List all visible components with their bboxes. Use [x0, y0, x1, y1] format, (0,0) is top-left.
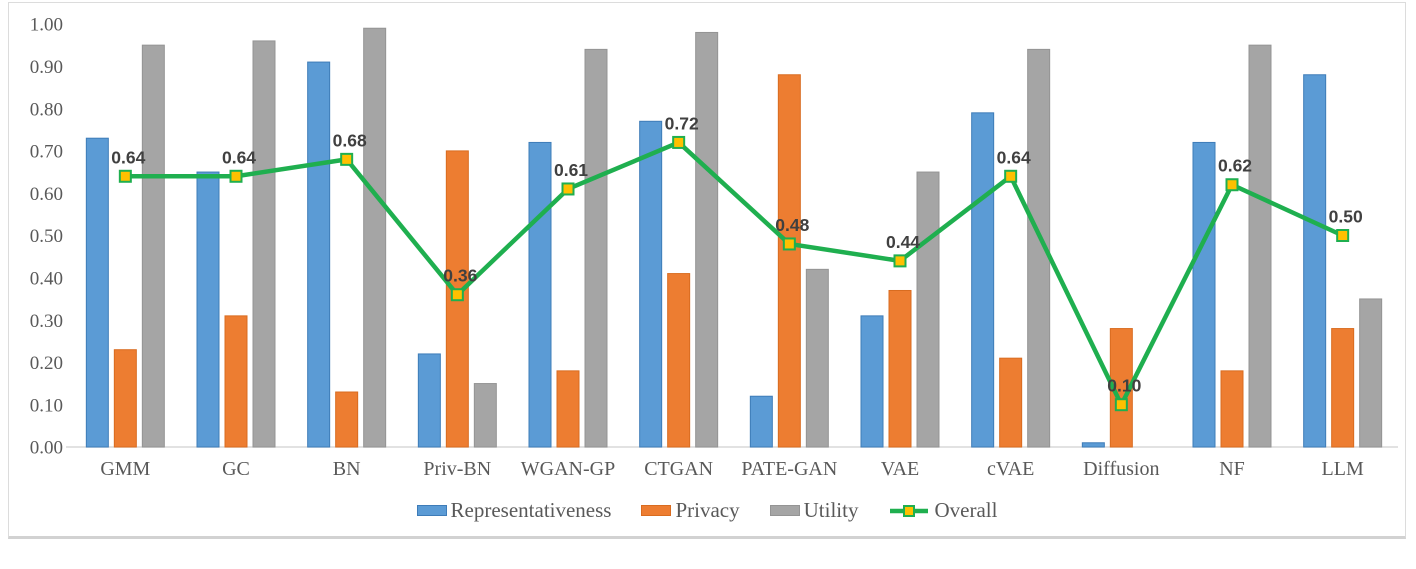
- overall-data-label-nf: 0.62: [1218, 156, 1252, 176]
- bar-utility-llm: [1359, 298, 1383, 448]
- bar-utility-priv-bn: [473, 383, 497, 448]
- bar-utility-pate-gan: [805, 268, 829, 448]
- overall-marker-llm: [1336, 229, 1350, 242]
- bar-utility-vae: [916, 171, 940, 448]
- bar-representativeness-cvae: [971, 112, 995, 448]
- legend-label-overall: Overall: [934, 498, 998, 522]
- overall-data-label-gc: 0.64: [222, 147, 256, 167]
- overall-data-label-gmm: 0.64: [111, 147, 145, 167]
- bar-privacy-nf: [1220, 370, 1244, 448]
- overall-marker-gc: [229, 169, 243, 183]
- bar-representativeness-gc: [196, 171, 220, 448]
- overall-data-label-pate-gan: 0.48: [775, 215, 809, 235]
- bar-privacy-llm: [1331, 328, 1355, 448]
- y-tick-label-0-20: 0.20: [30, 353, 63, 374]
- bar-line-chart: 1.00 0.90 0.80 0.70 0.60 0.50 0.40 0.30 0.20 0.10…: [30, 15, 1398, 480]
- bar-representativeness-llm: [1303, 74, 1327, 448]
- overall-data-label-diffusion: 0.10: [1107, 376, 1141, 396]
- bar-representativeness-wgan-gp: [528, 141, 552, 448]
- overall-marker-bn: [340, 152, 354, 166]
- x-category-label-diffusion: Diffusion: [1083, 458, 1159, 480]
- overall-data-label-wgan-gp: 0.61: [554, 160, 588, 180]
- bar-representativeness-pate-gan: [749, 395, 773, 448]
- x-category-label-wgan-gp: WGAN-GP: [521, 458, 615, 480]
- bar-representativeness-diffusion: [1081, 442, 1105, 448]
- bar-utility-gc: [252, 40, 276, 448]
- overall-marker-vae: [893, 254, 907, 268]
- y-tick-label-0-30: 0.30: [30, 311, 63, 332]
- overall-data-label-priv-bn: 0.36: [443, 266, 477, 286]
- bar-utility-cvae: [1027, 48, 1051, 448]
- bar-representativeness-bn: [307, 61, 331, 448]
- x-category-label-gmm: GMM: [100, 458, 150, 480]
- legend-item-utility: Utility: [769, 498, 859, 522]
- representativeness-swatch-icon: [416, 505, 447, 516]
- chart-legend: Representativeness Privacy Utility Overa…: [9, 500, 1405, 521]
- legend-label-representativeness: Representativeness: [450, 498, 612, 522]
- y-tick-label-0-90: 0.90: [30, 57, 63, 78]
- overall-data-label-cvae: 0.64: [997, 147, 1031, 167]
- x-category-label-pate-gan: PATE-GAN: [741, 458, 837, 480]
- bar-utility-wgan-gp: [584, 48, 608, 448]
- y-tick-label-0-80: 0.80: [30, 99, 63, 120]
- overall-marker-diffusion: [1114, 398, 1128, 412]
- overall-marker-ctgan: [672, 135, 686, 149]
- overall-data-label-vae: 0.44: [886, 232, 920, 252]
- bar-privacy-bn: [335, 391, 359, 448]
- x-category-label-priv-bn: Priv-BN: [423, 458, 491, 480]
- y-tick-label-0-70: 0.70: [30, 142, 63, 163]
- bar-utility-nf: [1248, 44, 1272, 448]
- bar-privacy-cvae: [999, 357, 1023, 448]
- x-category-label-gc: GC: [222, 458, 250, 480]
- bar-representativeness-ctgan: [639, 120, 663, 448]
- overall-marker-cvae: [1004, 169, 1018, 183]
- bar-utility-ctgan: [695, 31, 719, 448]
- y-tick-label-1-00: 1.00: [30, 15, 63, 36]
- y-tick-label-0-60: 0.60: [30, 184, 63, 205]
- bar-utility-gmm: [141, 44, 165, 448]
- utility-swatch-icon: [769, 505, 800, 516]
- overall-marker-nf: [1225, 178, 1239, 192]
- legend-item-overall: Overall: [888, 500, 997, 521]
- y-tick-label-0-10: 0.10: [30, 395, 63, 416]
- legend-label-privacy: Privacy: [675, 498, 740, 522]
- overall-data-label-llm: 0.50: [1329, 207, 1363, 227]
- bar-representativeness-priv-bn: [417, 353, 441, 448]
- x-category-label-nf: NF: [1219, 458, 1245, 480]
- overall-marker-pate-gan: [782, 237, 796, 251]
- overall-line: [125, 140, 1344, 407]
- overall-data-label-bn: 0.68: [333, 130, 367, 150]
- bar-privacy-gc: [224, 315, 248, 448]
- bar-privacy-ctgan: [667, 273, 691, 448]
- x-category-label-vae: VAE: [881, 458, 920, 480]
- bar-representativeness-nf: [1192, 141, 1216, 448]
- x-category-label-bn: BN: [333, 458, 361, 480]
- bar-privacy-pate-gan: [777, 74, 801, 448]
- y-tick-label-0-40: 0.40: [30, 268, 63, 289]
- bar-representativeness-vae: [860, 315, 884, 448]
- overall-marker-wgan-gp: [561, 182, 575, 196]
- x-category-label-llm: LLM: [1322, 458, 1364, 480]
- bar-privacy-vae: [888, 289, 912, 448]
- bar-privacy-wgan-gp: [556, 370, 580, 448]
- overall-marker-gmm: [118, 169, 132, 183]
- bar-representativeness-gmm: [85, 137, 109, 448]
- x-category-label-ctgan: CTGAN: [644, 458, 713, 480]
- legend-item-representativeness: Representativeness: [416, 498, 612, 522]
- y-tick-label-0-50: 0.50: [30, 226, 63, 247]
- bar-utility-bn: [363, 27, 387, 448]
- legend-item-privacy: Privacy: [641, 498, 740, 522]
- overall-data-label-ctgan: 0.72: [665, 113, 699, 133]
- legend-label-utility: Utility: [803, 498, 859, 522]
- privacy-swatch-icon: [641, 505, 672, 516]
- chart-frame: 1.00 0.90 0.80 0.70 0.60 0.50 0.40 0.30 0.20 0.10…: [8, 2, 1406, 539]
- overall-line-marker-icon: [890, 504, 929, 517]
- x-category-label-cvae: cVAE: [987, 458, 1034, 480]
- y-tick-label-0-00: 0.00: [30, 438, 63, 459]
- overall-marker-priv-bn: [450, 288, 464, 302]
- bar-privacy-gmm: [113, 349, 137, 448]
